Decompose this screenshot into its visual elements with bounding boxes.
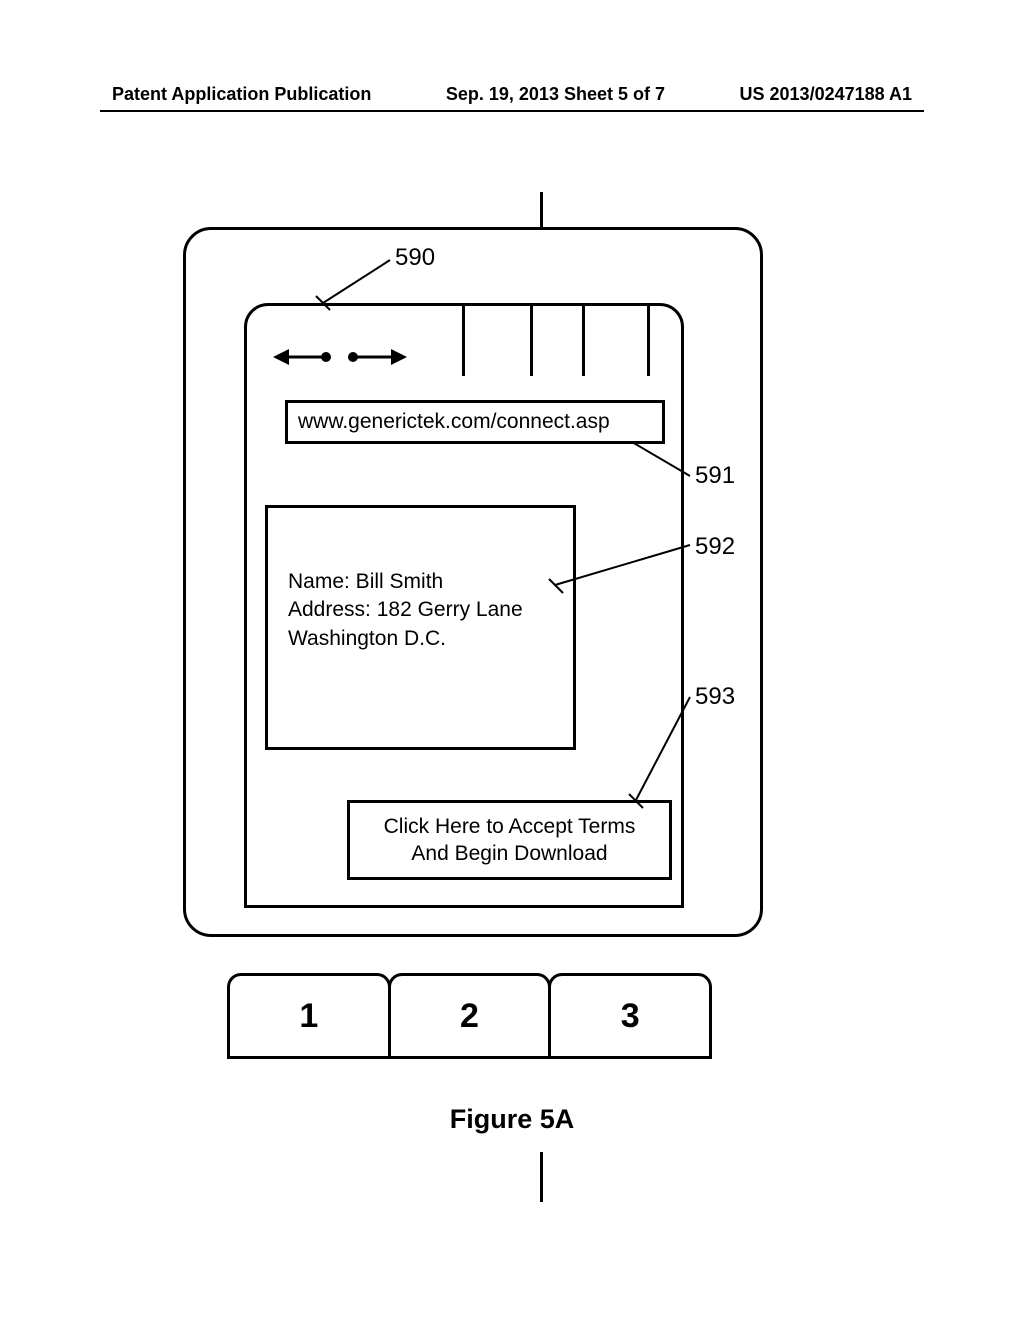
header-publication: Patent Application Publication	[112, 84, 371, 105]
form-address-line1: Address: 182 Gerry Lane	[288, 596, 559, 624]
url-text: www.generictek.com/connect.asp	[298, 410, 610, 434]
header-divider	[100, 110, 924, 112]
key-3[interactable]: 3	[548, 973, 712, 1059]
ref-label-593: 593	[695, 683, 735, 711]
key-2[interactable]: 2	[388, 973, 552, 1059]
bottom-lead-line	[540, 1152, 543, 1202]
form-name-line: Name: Bill Smith	[288, 568, 559, 596]
key-label: 2	[460, 997, 479, 1036]
accept-button-label: Click Here to Accept Terms And Begin Dow…	[384, 813, 636, 868]
accept-terms-button[interactable]: Click Here to Accept Terms And Begin Dow…	[347, 800, 672, 880]
page-header: Patent Application Publication Sep. 19, …	[0, 84, 1024, 105]
header-patent-number: US 2013/0247188 A1	[740, 84, 912, 105]
tab-separator	[462, 306, 465, 376]
device-outline: www.generictek.com/connect.asp Name: Bil…	[183, 227, 763, 937]
browser-tabs-row	[247, 306, 681, 376]
ref-label-591: 591	[695, 462, 735, 490]
url-address-bar[interactable]: www.generictek.com/connect.asp	[285, 400, 665, 444]
browser-window: www.generictek.com/connect.asp Name: Bil…	[244, 303, 684, 908]
tab-separator	[647, 306, 650, 376]
key-label: 3	[621, 997, 640, 1036]
patent-drawing-page: { "header": { "left": "Patent Applicatio…	[0, 0, 1024, 1320]
user-info-form: Name: Bill Smith Address: 182 Gerry Lane…	[265, 505, 576, 750]
form-address-line2: Washington D.C.	[288, 625, 559, 653]
tab-separator	[582, 306, 585, 376]
ref-label-590: 590	[395, 244, 435, 272]
key-label: 1	[299, 997, 318, 1036]
ref-label-592: 592	[695, 533, 735, 561]
nav-back-forward-icon[interactable]	[271, 344, 431, 370]
tab-separator	[530, 306, 533, 376]
figure-caption: Figure 5A	[0, 1104, 1024, 1135]
top-lead-line	[540, 192, 543, 227]
key-1[interactable]: 1	[227, 973, 391, 1059]
keypad-row: 1 2 3	[227, 973, 712, 1059]
header-date-sheet: Sep. 19, 2013 Sheet 5 of 7	[446, 84, 665, 105]
